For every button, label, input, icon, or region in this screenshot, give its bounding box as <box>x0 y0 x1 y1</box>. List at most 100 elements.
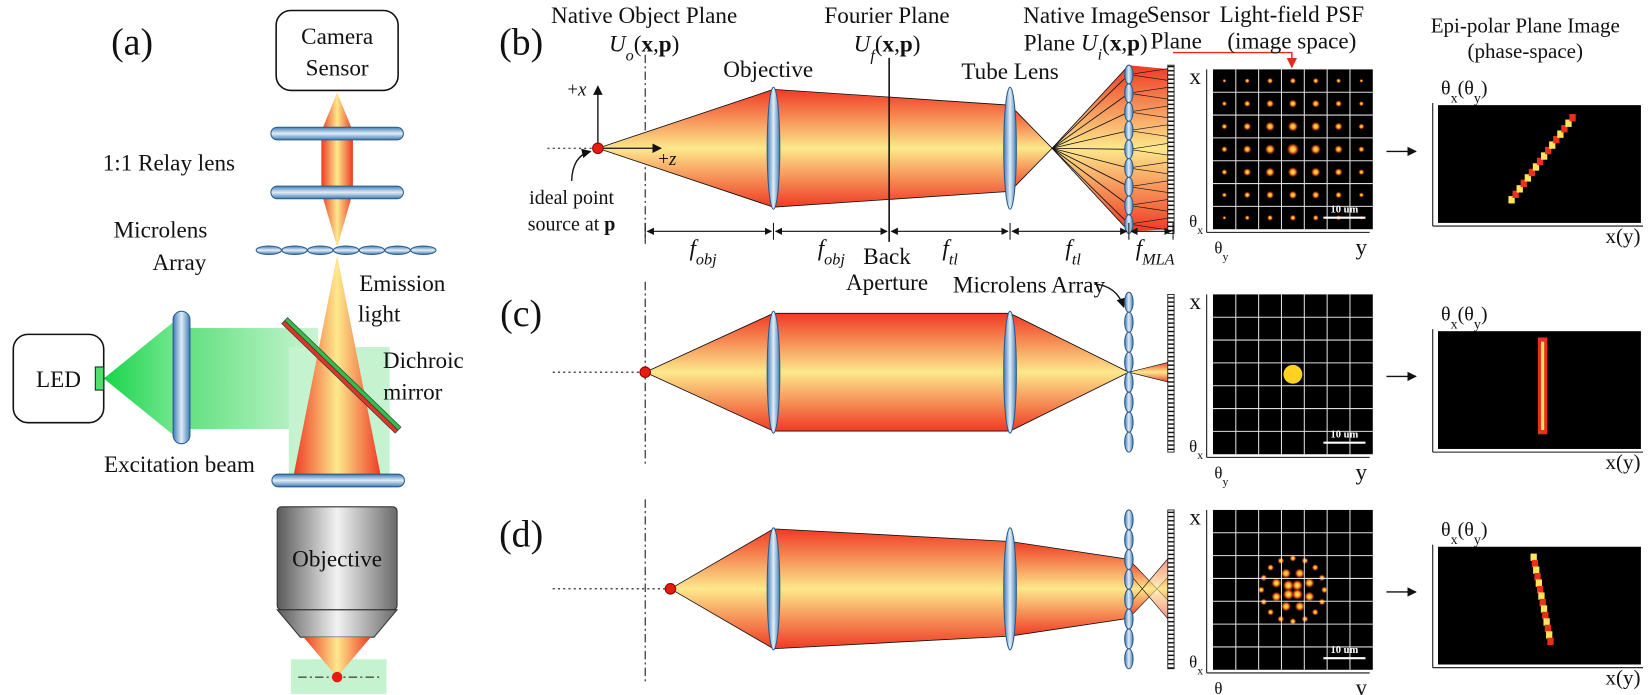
microlens <box>1125 196 1133 215</box>
psf-spot <box>1311 122 1320 131</box>
epi-pixel <box>1533 567 1539 574</box>
psf-ring <box>1302 616 1308 622</box>
microlens <box>1125 589 1133 609</box>
axis-label: θx(θy) <box>1441 519 1487 548</box>
psf-spot <box>1359 193 1364 198</box>
psf-spot <box>1266 122 1275 131</box>
label: Sensor <box>306 56 369 82</box>
axis-label: θy <box>1214 463 1228 488</box>
text-part: tl <box>1072 250 1081 268</box>
relay-beam <box>321 93 353 248</box>
label: Uf(x,p) <box>854 32 921 65</box>
psf-spot <box>1335 192 1341 198</box>
label: Uo(x,p) <box>609 32 679 65</box>
label: 1:1 Relay lens <box>103 150 235 176</box>
axis-label: θx <box>1189 437 1203 462</box>
epi-pixel <box>1532 560 1538 567</box>
axis-label: θy <box>1214 238 1228 263</box>
psf-ring <box>1312 609 1318 615</box>
text-part: Plane <box>1024 30 1081 56</box>
psf-ring <box>1305 578 1314 587</box>
microlens <box>1125 550 1133 570</box>
psf-ring <box>1312 564 1318 570</box>
cone <box>1010 313 1129 431</box>
microlens <box>1125 372 1133 392</box>
label: Aperture <box>846 270 928 296</box>
psf-spot <box>1336 78 1341 83</box>
psf-spot <box>1290 215 1296 221</box>
cone <box>1129 362 1171 383</box>
text-part: y <box>1222 690 1228 695</box>
text-part: + <box>567 80 578 101</box>
psf-ring <box>1302 558 1308 564</box>
psf-spot <box>1223 216 1227 220</box>
panel-label: (a) <box>111 22 153 64</box>
psf-spot <box>1335 145 1343 153</box>
text-part: ) <box>1140 30 1148 56</box>
text-part: o <box>626 47 634 65</box>
psf-spot <box>1287 144 1299 156</box>
psf-spot <box>1265 144 1275 154</box>
psf-spot <box>1244 123 1251 130</box>
psf-spot <box>1243 145 1251 153</box>
epi-pixel <box>1538 592 1544 599</box>
psf-spot <box>1266 191 1273 198</box>
led-emitter <box>95 367 103 390</box>
microlens <box>1125 103 1133 122</box>
label: LED <box>36 367 81 393</box>
psf-epi-panel_b: 10 umxθxθyyθx(θy)x(y) <box>1189 64 1643 263</box>
text-part: θ <box>1189 212 1197 231</box>
axis-label: θx(θy) <box>1441 304 1487 333</box>
microlens <box>1125 140 1133 159</box>
psf-spot <box>1290 78 1296 84</box>
objective-tip <box>277 610 397 637</box>
text-part: obj <box>696 250 717 268</box>
psf-ring <box>1319 575 1325 581</box>
beam <box>773 89 1010 207</box>
label: Excitation beam <box>104 452 255 478</box>
microlens <box>1125 121 1133 140</box>
axis-label: θx <box>1189 212 1203 236</box>
panel-label: (b) <box>499 22 543 64</box>
psf-ring <box>1278 558 1284 564</box>
text-part: x <box>1451 317 1458 332</box>
epi-pixel <box>1547 638 1553 645</box>
label: Light-field PSF <box>1220 2 1365 28</box>
microlens <box>1125 649 1133 669</box>
text-part: (θ <box>1458 78 1474 100</box>
text-part: y <box>1474 533 1481 548</box>
microlens <box>1125 530 1133 550</box>
text-part: ) <box>672 32 680 58</box>
psf-spot <box>1283 365 1302 384</box>
microlens <box>1125 510 1133 530</box>
axis-label: x(y) <box>1606 665 1641 689</box>
psf-spot <box>1289 191 1297 199</box>
text-part: ) <box>1481 519 1488 541</box>
microlens <box>1125 159 1133 178</box>
psf-ring <box>1281 602 1290 611</box>
label: source at p <box>528 213 616 235</box>
microlens <box>359 246 384 254</box>
label: fobj <box>818 235 846 268</box>
microlens <box>1125 312 1133 332</box>
epi-image <box>1438 547 1641 665</box>
panel-c: (c) <box>500 282 1174 465</box>
label: fMLA <box>1136 235 1175 268</box>
psf-spot <box>1335 101 1341 107</box>
sensor-plane <box>1168 510 1174 669</box>
microlens <box>411 246 436 254</box>
epi-pixel <box>1536 579 1542 586</box>
text-part: (θ <box>1458 519 1474 541</box>
axis-label: x(y) <box>1606 224 1641 248</box>
psf-spot <box>1289 100 1297 108</box>
text-part: θ <box>1441 519 1451 541</box>
label: Native Object Plane <box>551 3 737 29</box>
psf-ring <box>1272 592 1281 601</box>
tube-lens <box>1004 311 1017 433</box>
text-part: ( <box>1102 30 1110 56</box>
axis-label: x(y) <box>1606 450 1641 474</box>
psf-spot <box>1244 192 1250 198</box>
objective-lens <box>767 87 780 209</box>
scale-label: 10 um <box>1331 429 1359 440</box>
point-source <box>332 672 343 683</box>
